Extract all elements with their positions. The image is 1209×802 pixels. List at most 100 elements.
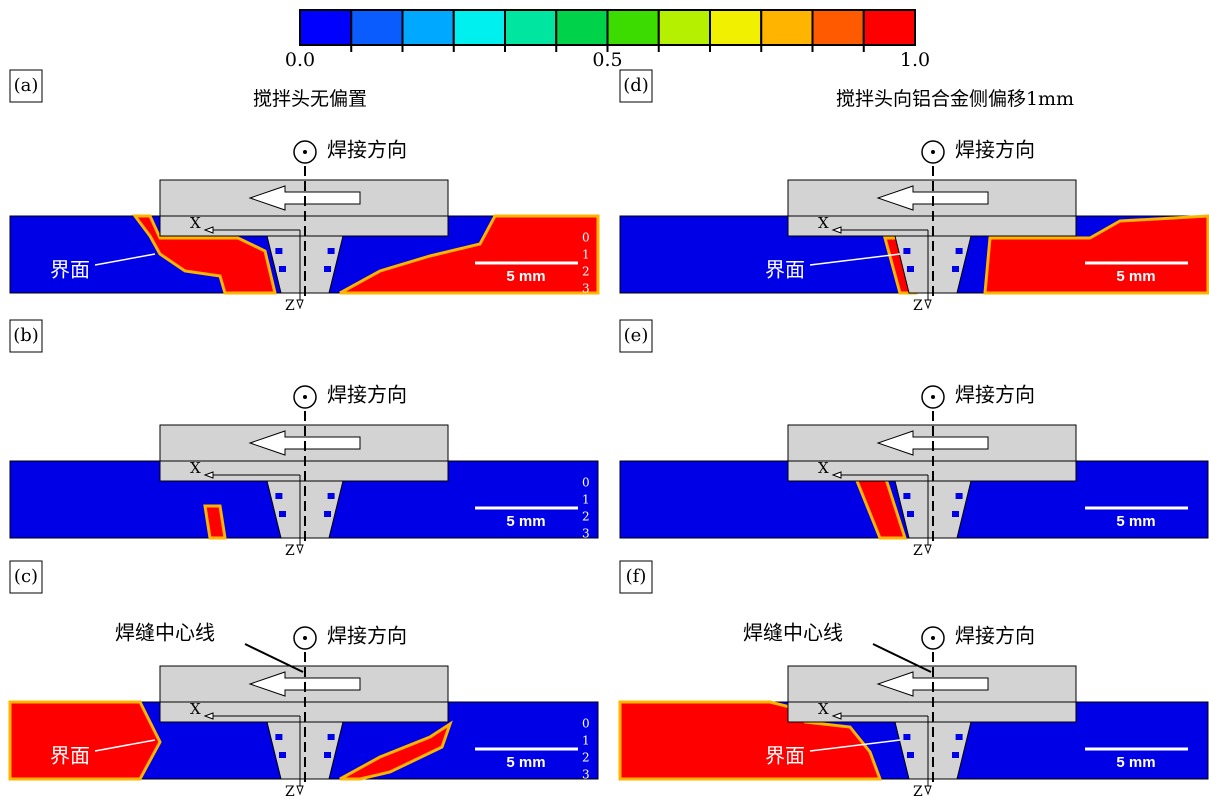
x-axis-label: X xyxy=(818,700,829,718)
interface-label: 界面 xyxy=(50,258,90,282)
depth-tick: 0 xyxy=(582,476,590,490)
thread xyxy=(279,511,286,517)
panel-label-box xyxy=(9,560,43,594)
panel-label: (a) xyxy=(14,75,39,96)
colorbar-label: 0.0 xyxy=(285,49,315,71)
x-axis-label: X xyxy=(818,459,829,477)
z-axis-label: Z xyxy=(913,298,923,314)
scale-label: 5 mm xyxy=(1116,754,1155,771)
thread xyxy=(324,752,331,758)
colorbar-cell xyxy=(350,9,404,46)
scale-label: 5 mm xyxy=(506,513,545,530)
panel-label: (d) xyxy=(623,75,649,96)
direction-dot xyxy=(931,150,935,154)
axis-arrow xyxy=(296,785,304,796)
depth-tick: 2 xyxy=(582,265,590,279)
interface-pointer xyxy=(94,739,156,752)
colorbar-label: 1.0 xyxy=(900,49,930,71)
colorbar-cell xyxy=(452,9,506,46)
direction-label: 焊接方向 xyxy=(327,383,407,407)
scale-label: 5 mm xyxy=(506,268,545,285)
centerline-label: 焊缝中心线 xyxy=(115,621,215,645)
interface-label: 界面 xyxy=(765,258,805,282)
thread xyxy=(327,734,335,740)
thread xyxy=(955,734,963,740)
thread xyxy=(952,511,959,517)
thread xyxy=(907,752,914,758)
thread xyxy=(907,266,914,272)
colorbar-cell xyxy=(862,9,916,46)
direction-dot xyxy=(303,150,307,154)
thread xyxy=(327,248,335,254)
red-region xyxy=(8,700,162,781)
depth-tick: 3 xyxy=(582,527,590,541)
direction-dot xyxy=(931,636,935,640)
depth-tick: 3 xyxy=(582,768,590,782)
depth-tick: 0 xyxy=(582,717,590,731)
direction-label: 焊接方向 xyxy=(955,624,1035,648)
panel-label-box xyxy=(619,560,653,594)
z-axis-label: Z xyxy=(913,543,923,559)
thread xyxy=(275,493,283,499)
red-region xyxy=(618,700,883,781)
centerline-label: 焊缝中心线 xyxy=(743,621,843,645)
depth-tick: 1 xyxy=(582,493,590,507)
colorbar-cell xyxy=(555,9,609,46)
x-axis-label: X xyxy=(818,214,829,232)
scale-label: 5 mm xyxy=(506,754,545,771)
z-axis-label: Z xyxy=(285,298,295,314)
axis-arrow xyxy=(831,471,842,479)
z-axis-label: Z xyxy=(285,784,295,798)
thread xyxy=(324,266,331,272)
colorbar-cell xyxy=(606,9,660,46)
panel-label-box xyxy=(619,319,653,353)
red-region xyxy=(203,504,227,540)
z-axis-label: Z xyxy=(913,784,923,798)
panel-label: (b) xyxy=(13,325,39,346)
column-title: 搅拌头无偏置 xyxy=(253,88,367,110)
interface-label: 界面 xyxy=(765,744,805,768)
depth-tick: 3 xyxy=(582,282,590,296)
panel-label-box xyxy=(619,69,653,103)
axis-arrow xyxy=(203,226,214,234)
red-region xyxy=(983,214,1209,295)
centerline-pointer xyxy=(872,643,932,673)
thread xyxy=(327,493,335,499)
direction-label: 焊接方向 xyxy=(327,138,407,162)
interface-label: 界面 xyxy=(50,744,90,768)
centerline-pointer xyxy=(244,643,304,673)
depth-tick: 2 xyxy=(582,751,590,765)
panel-label-box xyxy=(9,69,43,103)
axis-arrow xyxy=(831,712,842,720)
axis-arrow xyxy=(296,299,304,310)
axis-arrow xyxy=(924,299,932,310)
direction-dot xyxy=(303,636,307,640)
thread xyxy=(275,734,283,740)
column-title: 搅拌头向铝合金侧偏移1mm xyxy=(836,88,1074,110)
depth-tick: 0 xyxy=(582,231,590,245)
colorbar-cell xyxy=(401,9,455,46)
thread xyxy=(903,248,911,254)
thread xyxy=(279,752,286,758)
red-region xyxy=(339,214,600,295)
thread xyxy=(903,493,911,499)
panel-label: (f) xyxy=(626,566,647,587)
axis-arrow xyxy=(203,712,214,720)
thread xyxy=(952,752,959,758)
thread xyxy=(903,734,911,740)
colorbar-cell xyxy=(760,9,814,46)
interface-pointer xyxy=(809,253,901,266)
x-axis-label: X xyxy=(190,700,201,718)
axis-arrow xyxy=(924,544,932,555)
colorbar-cell xyxy=(504,9,558,46)
red-region xyxy=(339,720,453,781)
panel-label: (c) xyxy=(14,566,38,587)
thread xyxy=(275,248,283,254)
direction-label: 焊接方向 xyxy=(327,624,407,648)
interface-pointer xyxy=(94,253,156,266)
x-axis-label: X xyxy=(190,459,201,477)
scale-label: 5 mm xyxy=(1116,268,1155,285)
thread xyxy=(955,248,963,254)
panel-label-box xyxy=(9,319,43,353)
colorbar-cell xyxy=(811,9,865,46)
